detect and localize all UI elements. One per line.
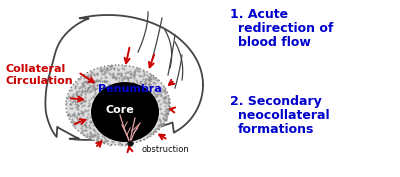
Text: obstruction: obstruction — [142, 145, 190, 154]
Text: redirection of: redirection of — [238, 22, 333, 35]
Text: 1. Acute: 1. Acute — [230, 8, 288, 21]
Ellipse shape — [66, 65, 170, 145]
Text: formations: formations — [238, 123, 314, 136]
Text: Core: Core — [106, 105, 134, 115]
Text: neocollateral: neocollateral — [238, 109, 330, 122]
Text: Collateral
Circulation: Collateral Circulation — [5, 64, 73, 86]
Text: 2. Secondary: 2. Secondary — [230, 95, 322, 108]
Text: blood flow: blood flow — [238, 36, 311, 49]
Ellipse shape — [91, 82, 159, 142]
Text: Penumbra: Penumbra — [98, 84, 162, 94]
